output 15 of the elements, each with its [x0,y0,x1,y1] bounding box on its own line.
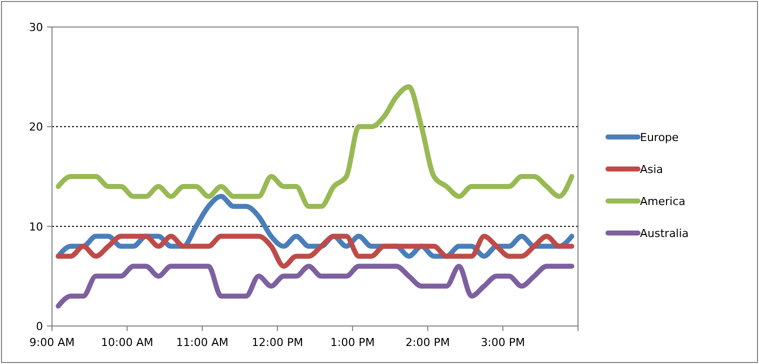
legend-label: Asia [640,163,664,176]
x-tick-label: 10:00 AM [101,336,154,349]
x-tick-label: 12:00 PM [252,336,304,349]
x-tick-label: 2:00 PM [406,336,450,349]
y-tick-label: 30 [29,21,43,34]
legend-label: Australia [640,227,689,240]
y-tick-label: 0 [36,320,43,333]
x-tick-label: 11:00 AM [176,336,228,349]
legend-label: America [640,195,686,208]
x-tick-label: 1:00 PM [330,336,375,349]
x-tick-label: 3:00 PM [480,336,526,349]
legend-label: Europe [640,131,679,144]
y-tick-label: 10 [29,220,43,234]
x-tick-label: 9:00 AM [29,336,75,349]
y-tick-label: 20 [29,120,43,134]
